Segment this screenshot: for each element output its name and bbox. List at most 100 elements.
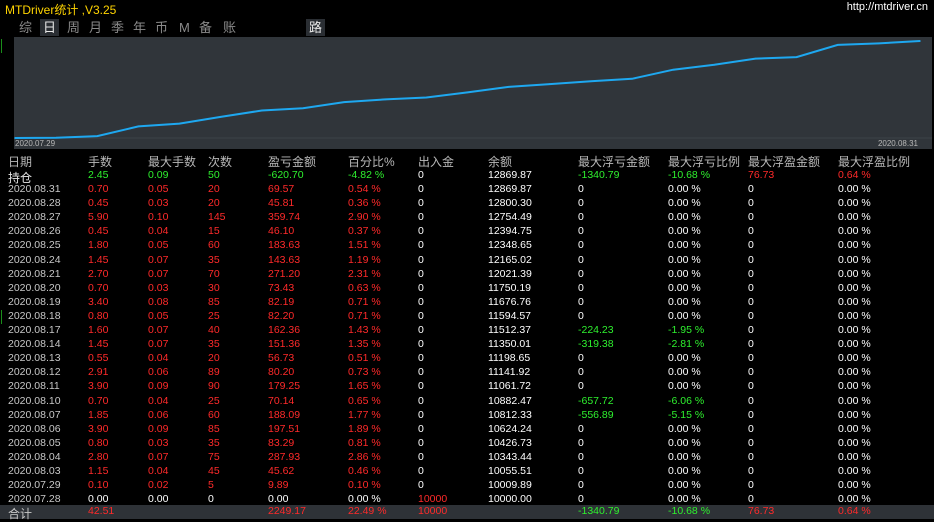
table-cell: 0.36 % xyxy=(348,197,381,210)
table-cell: 0.00 % xyxy=(838,408,871,421)
table-cell: 0 xyxy=(748,225,754,238)
table-cell: 0 xyxy=(418,324,424,336)
table-row[interactable]: 2020.08.25 1.80 0.05 60 183.63 1.51 % 0 12348.6… xyxy=(0,239,934,253)
table-cell: 0.00 % xyxy=(668,211,701,224)
column-header[interactable]: 最大手数 xyxy=(148,155,197,169)
table-row[interactable]: 2020.08.04 2.80 0.07 75 287.93 2.86 % 0 10343.4… xyxy=(0,451,934,465)
table-cell: 0.00 % xyxy=(668,309,701,322)
table-row[interactable]: 2020.08.31 0.70 0.05 20 69.57 0.54 % 0 12869.87… xyxy=(0,183,934,197)
tab-2[interactable]: 周 xyxy=(67,20,81,35)
table-cell: 89 xyxy=(208,366,220,379)
table-cell: 0 xyxy=(578,197,584,210)
table-cell: 22.49 % xyxy=(348,505,387,517)
table-cell: 90 xyxy=(208,380,220,393)
table-cell: 0 xyxy=(578,225,584,238)
column-header[interactable]: 盈亏金额 xyxy=(268,155,317,169)
column-header[interactable]: 次数 xyxy=(208,155,233,169)
chart-end-date: 2020.08.31 xyxy=(877,139,918,148)
tab-0[interactable]: 综 xyxy=(19,20,33,35)
app-title: MTDriver统计 ,V3.25 xyxy=(5,3,117,17)
table-cell: 11198.65 xyxy=(488,352,531,365)
table-cell: 0.70 xyxy=(88,394,109,407)
table-cell: -1.95 % xyxy=(668,324,705,336)
table-row[interactable]: 2020.08.19 3.40 0.08 85 82.19 0.71 % 0 11676.76… xyxy=(0,296,934,310)
table-cell: 0.00 % xyxy=(348,493,381,506)
table-row[interactable]: 2020.08.07 1.85 0.06 60 188.09 1.77 % 0 10812.3… xyxy=(0,409,934,423)
column-header[interactable]: 最大浮亏比例 xyxy=(668,155,741,169)
column-header[interactable]: 最大浮盈金额 xyxy=(748,155,821,169)
column-header[interactable]: 日期 xyxy=(8,155,33,169)
table-cell: 0.70 xyxy=(88,281,109,294)
table-row[interactable]: 2020.08.13 0.55 0.04 20 56.73 0.51 % 0 11198.65… xyxy=(0,352,934,366)
table-row[interactable]: 2020.08.20 0.70 0.03 30 73.43 0.63 % 0 11750.19… xyxy=(0,282,934,296)
table-row[interactable]: 2020.08.28 0.45 0.03 20 45.81 0.36 % 0 12800.30… xyxy=(0,197,934,211)
table-row[interactable]: 2020.07.29 0.10 0.02 5 9.89 0.10 % 0 10009.89 0 0… xyxy=(0,479,934,493)
table-cell: 0 xyxy=(578,253,584,266)
column-header[interactable]: 最大浮盈比例 xyxy=(838,155,911,169)
table-row[interactable]: 2020.08.27 5.90 0.10 145 359.74 2.90 % 0 12754.… xyxy=(0,211,934,225)
table-row[interactable]: 2020.08.03 1.15 0.04 45 45.62 0.46 % 0 10055.51… xyxy=(0,465,934,479)
equity-point-11 xyxy=(466,91,469,94)
table-row[interactable]: 2020.07.28 0.00 0.00 0 0.00 0.00 % 10000 10000.… xyxy=(0,493,934,507)
table-cell: 73.43 xyxy=(268,281,295,294)
table-cell: 2020.08.20 xyxy=(8,281,61,294)
table-cell: 0 xyxy=(418,394,424,407)
site-url-link[interactable]: http://mtdriver.cn xyxy=(846,1,928,13)
table-row[interactable]: 2020.08.17 1.60 0.07 40 162.36 1.43 % 0 11512.3… xyxy=(0,324,934,338)
table-cell: 0 xyxy=(418,352,424,365)
equity-point-7 xyxy=(302,107,304,109)
column-header[interactable]: 百分比% xyxy=(348,155,395,169)
table-cell: 0.00 % xyxy=(668,197,701,210)
tab-3[interactable]: 月 xyxy=(89,20,103,35)
equity-line xyxy=(14,40,921,139)
total-row[interactable]: 合计 42.51 2249.17 22.49 % 10000 -1340.79 -10.68… xyxy=(0,505,934,521)
table-row[interactable]: 2020.08.06 3.90 0.09 85 197.51 1.89 % 0 10624.2… xyxy=(0,423,934,437)
table-cell: 1.60 xyxy=(88,324,109,336)
column-header[interactable]: 出入金 xyxy=(418,155,455,169)
table-cell: 0.00 % xyxy=(838,267,871,280)
tab-4[interactable]: 季 xyxy=(111,20,125,35)
table-row[interactable]: 2020.08.18 0.80 0.05 25 82.20 0.71 % 0 11594.57… xyxy=(0,310,934,324)
tab-6[interactable]: 币 xyxy=(155,20,169,35)
table-cell: 1.45 xyxy=(88,253,109,266)
tab-8[interactable]: 备 xyxy=(199,20,213,35)
column-header[interactable]: 最大浮亏金额 xyxy=(578,155,651,169)
tab-1[interactable]: 日 xyxy=(40,19,60,36)
table-cell: 0 xyxy=(748,479,754,492)
table-cell: 2020.08.07 xyxy=(8,408,61,421)
tab-9[interactable]: 账户 xyxy=(223,20,237,52)
table-cell: 0.54 % xyxy=(348,183,381,195)
table-header: 日期 手数 最大手数 次数 盈亏金额 百分比% 出入金 余额 最大浮亏金额 最大浮亏比例 最大浮盈金… xyxy=(0,152,934,169)
table-row[interactable]: 2020.08.05 0.80 0.03 35 83.29 0.81 % 0 10426.73… xyxy=(0,437,934,451)
table-cell: 0.00 % xyxy=(668,465,701,477)
table-row[interactable]: 2020.08.11 3.90 0.09 90 179.25 1.65 % 0 11061.7… xyxy=(0,380,934,394)
table-cell: 0.00 % xyxy=(668,239,701,252)
table-row[interactable]: 2020.08.10 0.70 0.04 25 70.14 0.65 % 0 10882.47… xyxy=(0,395,934,409)
holding-row[interactable]: 持仓 2.45 0.09 50 -620.70 -4.82 % 0 12869.87 -1340… xyxy=(0,169,934,185)
table-cell: 0 xyxy=(748,465,754,477)
column-header[interactable]: 手数 xyxy=(88,155,113,169)
table-cell: 12394.75 xyxy=(488,225,532,238)
table-cell: 20 xyxy=(208,183,220,195)
table-cell: 0.00 % xyxy=(838,295,871,308)
table-row[interactable]: 2020.08.24 1.45 0.07 35 143.63 1.19 % 0 12165.0… xyxy=(0,254,934,268)
table-cell: 0.80 xyxy=(88,436,109,449)
table-cell: 0 xyxy=(748,253,754,266)
table-row[interactable]: 2020.08.21 2.70 0.07 70 271.20 2.31 % 0 12021.3… xyxy=(0,268,934,282)
table-cell: 0.00 % xyxy=(838,225,871,238)
table-cell: 0.00 % xyxy=(838,366,871,379)
table-cell: 0 xyxy=(578,380,584,393)
tab-7[interactable]: M xyxy=(179,20,190,35)
table-row[interactable]: 2020.08.26 0.45 0.04 15 46.10 0.37 % 0 12394.75… xyxy=(0,225,934,239)
table-row[interactable]: 2020.08.12 2.91 0.06 89 80.20 0.73 % 0 11141.92… xyxy=(0,366,934,380)
table-cell: 0.00 % xyxy=(838,281,871,294)
column-header[interactable]: 余额 xyxy=(488,155,513,169)
table-cell: 0.00 % xyxy=(838,309,871,322)
table-row[interactable]: 2020.08.14 1.45 0.07 35 151.36 1.35 % 0 11350.0… xyxy=(0,338,934,352)
left-marker xyxy=(1,310,2,324)
table-cell: 143.63 xyxy=(268,253,301,266)
table-cell: 46.10 xyxy=(268,225,295,238)
tab-10[interactable]: 路径 xyxy=(306,19,326,52)
table-cell: 42.51 xyxy=(88,505,115,517)
tab-5[interactable]: 年 xyxy=(133,20,147,35)
